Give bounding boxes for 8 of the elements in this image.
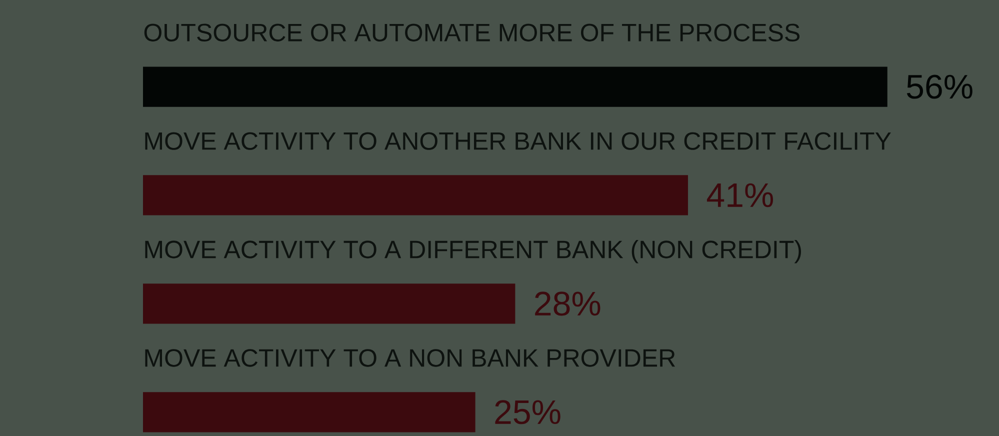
y-tick-label: MOVE ACTIVITY TO ANOTHER BANK IN OUR CREDIT FACILITY [145,132,891,150]
y-tick-label: MOVE ACTIVITY TO A NON BANK PROVIDER [145,349,675,367]
data-label: 25% [495,400,560,424]
data-label: 41% [706,183,774,208]
y-tick-label: MOVE ACTIVITY TO A DIFFERENT BANK (NON CREDIT) [145,240,801,264]
y-tick-label: OUTSOURCE OR AUTOMATE MORE OF THE PROCESS [144,24,800,42]
data-label: 28% [535,292,600,316]
data-label: 56% [906,74,972,99]
